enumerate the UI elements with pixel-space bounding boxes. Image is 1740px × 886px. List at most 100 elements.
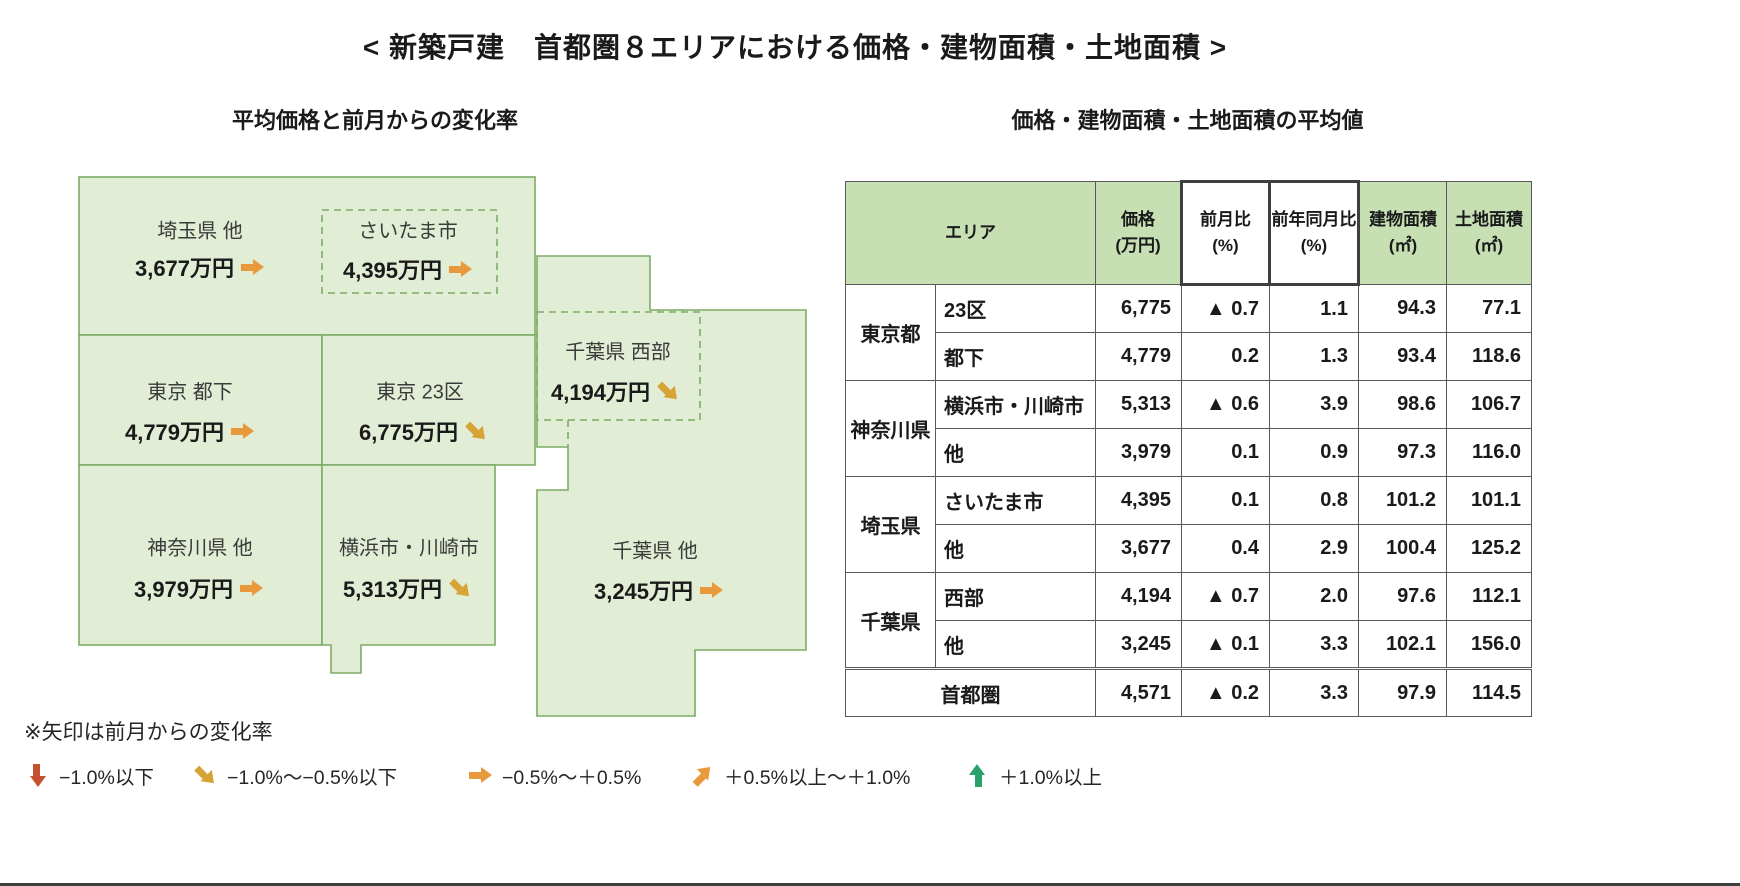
trend-arrow-icon xyxy=(230,420,255,443)
region-price-value: 4,194万円 xyxy=(550,380,651,405)
region-price: 4,194万円 xyxy=(550,375,683,407)
trend-arrow-icon xyxy=(444,571,478,605)
cell-price: 4,395 xyxy=(1095,476,1182,525)
region-map: 埼玉県 他 3,677万円 さいたま市 4,395万円 東京 都下 4,779万… xyxy=(75,172,815,724)
legend-label: −0.5%～＋0.5% xyxy=(502,766,642,789)
region-shape-saitama-city xyxy=(321,209,498,294)
arrow-legend: −1.0%以下 −1.0%～−0.5%以下 −0.5%～＋0.5% ＋0.5%以… xyxy=(0,757,1740,793)
cell-area: 西部 xyxy=(935,572,1096,621)
stats-table: エリア 価格 (万円) 前月比 (%) 前年同月比 (%) 建物面積 (㎡) 土地面積 (… xyxy=(845,180,1532,717)
cell-yoy: 3.9 xyxy=(1269,380,1359,429)
header-yoy-line1: 前年同月比 xyxy=(1271,209,1357,229)
header-mom-line2: (%) xyxy=(1212,236,1239,255)
cell-price: 4,779 xyxy=(1095,332,1182,381)
table-header-row: エリア 価格 (万円) 前月比 (%) 前年同月比 (%) 建物面積 (㎡) 土地面積 (… xyxy=(845,180,1532,286)
cell-building: 97.6 xyxy=(1358,572,1447,621)
cell-mom: 0.2 xyxy=(1181,332,1270,381)
region-name: 埼玉県 他 xyxy=(157,220,243,243)
region-name: 横浜市・川崎市 xyxy=(339,537,479,560)
header-price-line2: (万円) xyxy=(1115,236,1161,255)
cell-area: 横浜市・川崎市 xyxy=(935,380,1096,429)
table-row: 神奈川県 横浜市・川崎市 5,313 ▲ 0.6 3.9 98.6 106.7 xyxy=(845,380,1532,477)
header-building-area: 建物面積 (㎡) xyxy=(1358,181,1447,285)
region-shape-chiba-west xyxy=(536,311,701,421)
region-price-value: 4,395万円 xyxy=(342,258,443,283)
cell-land: 156.0 xyxy=(1446,620,1532,669)
bottom-divider xyxy=(0,883,1740,886)
header-yoy: 前年同月比 (%) xyxy=(1268,180,1360,286)
legend-item: ＋1.0%以上 xyxy=(965,757,1102,793)
legend-label: ＋0.5%以上～＋1.0% xyxy=(724,766,911,789)
cell-land: 118.6 xyxy=(1446,332,1532,381)
trend-arrow-icon xyxy=(240,256,265,279)
region-name: 千葉県 西部 xyxy=(565,341,671,364)
cell-building: 94.3 xyxy=(1358,284,1447,333)
cell-building: 102.1 xyxy=(1358,620,1447,669)
cell-mom: ▲ 0.2 xyxy=(1181,667,1270,717)
region-name: 東京 23区 xyxy=(376,381,464,404)
table-row: 都下 4,779 0.2 1.3 93.4 118.6 xyxy=(846,332,1532,381)
header-area: エリア xyxy=(845,181,1096,285)
legend-item: −1.0%～−0.5%以下 xyxy=(193,757,397,793)
cell-yoy: 3.3 xyxy=(1269,620,1359,669)
cell-area: さいたま市 xyxy=(935,476,1096,525)
trend-arrow-icon xyxy=(460,414,494,448)
region-price-value: 3,979万円 xyxy=(133,577,234,602)
map-svg xyxy=(78,176,807,717)
legend-arrow-up-icon xyxy=(966,763,989,788)
cell-land: 106.7 xyxy=(1446,380,1532,429)
cell-land: 125.2 xyxy=(1446,524,1532,573)
header-land-line2: (㎡) xyxy=(1474,236,1504,255)
cell-area: 23区 xyxy=(935,284,1096,333)
cell-building: 100.4 xyxy=(1358,524,1447,573)
cell-mom: ▲ 0.7 xyxy=(1181,284,1270,333)
cell-yoy: 1.1 xyxy=(1269,284,1359,333)
header-land-line1: 土地面積 xyxy=(1455,209,1523,229)
legend-arrow-right-icon xyxy=(468,764,493,787)
cell-yoy: 3.3 xyxy=(1269,667,1359,717)
cell-mom: ▲ 0.1 xyxy=(1181,620,1270,669)
cell-yoy: 0.9 xyxy=(1269,428,1359,477)
cell-mom: 0.4 xyxy=(1181,524,1270,573)
region-price: 4,395万円 xyxy=(343,253,473,285)
table-row: 埼玉県 さいたま市 4,395 0.1 0.8 101.2 101.1 xyxy=(845,476,1532,573)
header-mom-line1: 前月比 xyxy=(1200,209,1251,229)
cell-building: 93.4 xyxy=(1358,332,1447,381)
cell-yoy: 1.3 xyxy=(1269,332,1359,381)
cell-mom: 0.1 xyxy=(1181,476,1270,525)
table-total-row: 首都圏 4,571 ▲ 0.2 3.3 97.9 114.5 xyxy=(845,667,1532,717)
region-price: 4,779万円 xyxy=(125,415,255,447)
trend-arrow-icon xyxy=(239,577,264,600)
table-row: 他 3,677 0.4 2.9 100.4 125.2 xyxy=(846,524,1532,573)
region-shape-saitama-other xyxy=(78,176,536,336)
cell-building: 97.3 xyxy=(1358,428,1447,477)
cell-total-label: 首都圏 xyxy=(845,667,1096,717)
cell-mom: ▲ 0.6 xyxy=(1181,380,1270,429)
cell-prefecture: 神奈川県 xyxy=(845,380,936,477)
cell-price: 5,313 xyxy=(1095,380,1182,429)
header-yoy-line2: (%) xyxy=(1300,236,1328,255)
cell-prefecture: 東京都 xyxy=(845,284,936,381)
table-row: 他 3,245 ▲ 0.1 3.3 102.1 156.0 xyxy=(846,620,1532,669)
header-price: 価格 (万円) xyxy=(1095,181,1182,285)
cell-building: 97.9 xyxy=(1358,667,1447,717)
region-price-value: 5,313万円 xyxy=(342,577,443,602)
region-price: 5,313万円 xyxy=(342,572,475,604)
cell-mom: ▲ 0.7 xyxy=(1181,572,1270,621)
cell-yoy: 2.0 xyxy=(1269,572,1359,621)
cell-area: 他 xyxy=(935,428,1096,477)
region-name: 神奈川県 他 xyxy=(147,537,253,560)
stats-table-container: エリア 価格 (万円) 前月比 (%) 前年同月比 (%) 建物面積 (㎡) 土地面積 (… xyxy=(845,180,1532,717)
region-shape-chiba-other xyxy=(536,255,807,717)
legend-arrow-down-right-icon xyxy=(189,758,223,792)
cell-area: 都下 xyxy=(935,332,1096,381)
region-price-value: 6,775万円 xyxy=(358,420,459,445)
cell-area: 他 xyxy=(935,620,1096,669)
cell-yoy: 2.9 xyxy=(1269,524,1359,573)
legend-label: ＋1.0%以上 xyxy=(999,766,1102,789)
cell-price: 6,775 xyxy=(1095,284,1182,333)
cell-building: 101.2 xyxy=(1358,476,1447,525)
cell-yoy: 0.8 xyxy=(1269,476,1359,525)
cell-land: 114.5 xyxy=(1446,667,1532,717)
trend-arrow-icon xyxy=(652,374,686,408)
